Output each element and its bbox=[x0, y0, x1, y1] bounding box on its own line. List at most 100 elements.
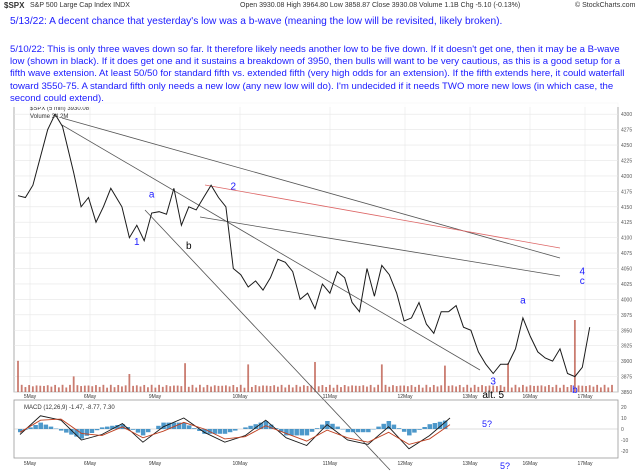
date-tick-label: 12May bbox=[397, 394, 413, 400]
volume-bar bbox=[95, 385, 97, 392]
volume-bar bbox=[221, 385, 224, 392]
volume-bar bbox=[65, 387, 68, 392]
volume-bar bbox=[358, 385, 361, 392]
macd-histogram-bar bbox=[360, 429, 366, 433]
date-tick-label: 16May bbox=[522, 394, 538, 400]
macd-histogram-bar bbox=[294, 429, 299, 436]
macd-histogram-bar bbox=[320, 424, 325, 429]
volume-bar bbox=[61, 384, 64, 392]
channel-line-lower bbox=[144, 209, 391, 471]
volume-bar bbox=[306, 385, 309, 392]
macd-histogram-bar bbox=[330, 423, 335, 429]
volume-bar bbox=[607, 387, 610, 392]
note-5-13-22: 5/13/22: A decent chance that yesterday'… bbox=[6, 14, 634, 30]
macd-line bbox=[19, 415, 451, 450]
volume-bar bbox=[510, 387, 513, 392]
volume-bar bbox=[161, 386, 164, 392]
volume-bar bbox=[135, 385, 138, 392]
macd-histogram-bar bbox=[181, 422, 187, 429]
date-tick-label: 11May bbox=[323, 461, 338, 467]
channel-line-upper bbox=[61, 117, 561, 259]
volume-bar bbox=[403, 385, 405, 392]
macd-histogram-bar bbox=[197, 429, 202, 431]
volume-bar bbox=[418, 384, 420, 392]
volume-bar bbox=[83, 385, 86, 392]
date-tick-label: 6May bbox=[84, 461, 97, 467]
volume-bar bbox=[173, 385, 175, 392]
volume-bar bbox=[362, 385, 365, 392]
macd-histogram-bar bbox=[84, 429, 90, 436]
volume-bar bbox=[106, 387, 108, 392]
volume-bar bbox=[366, 386, 368, 392]
macd-histogram-bar bbox=[58, 429, 64, 431]
macd-histogram-bar bbox=[186, 425, 192, 429]
volume-bar bbox=[184, 363, 186, 392]
date-tick-label: 9May bbox=[149, 461, 162, 467]
volume-bar bbox=[87, 385, 90, 392]
volume-bar bbox=[540, 385, 543, 392]
date-tick-label: 9May bbox=[149, 394, 162, 400]
macd-histogram-bar bbox=[289, 429, 294, 436]
channel-line-middle bbox=[61, 124, 481, 371]
volume-bar bbox=[191, 384, 194, 392]
price-series-line bbox=[17, 113, 449, 335]
y-tick-label: 3925 bbox=[621, 344, 632, 350]
macd-histogram-bar bbox=[89, 429, 95, 433]
macd-histogram-bar bbox=[140, 429, 146, 436]
macd-histogram-bar bbox=[427, 424, 433, 429]
volume-bar bbox=[302, 385, 305, 392]
volume-bar bbox=[165, 385, 168, 392]
volume-bar bbox=[596, 384, 599, 392]
volume-bar bbox=[239, 384, 242, 392]
macd-histogram-bar bbox=[217, 429, 223, 434]
volume-bar bbox=[20, 384, 23, 392]
volume-bar bbox=[559, 387, 561, 392]
volume-bar bbox=[377, 384, 380, 392]
date-tick-label: 12May bbox=[397, 461, 413, 467]
volume-bars bbox=[17, 320, 613, 392]
date-tick-label: 5May bbox=[24, 394, 37, 400]
volume-bar bbox=[432, 384, 435, 392]
volume-bar bbox=[113, 387, 116, 392]
volume-bar bbox=[347, 386, 350, 392]
macd-histogram-bar bbox=[345, 429, 351, 433]
macd-histogram-bar bbox=[263, 421, 269, 429]
volume-bar bbox=[102, 384, 105, 392]
volume-bar bbox=[310, 385, 313, 392]
volume-bar bbox=[273, 385, 276, 392]
volume-bar bbox=[336, 384, 339, 392]
y-tick-label: 4025 bbox=[621, 282, 632, 288]
y-tick-label: 4250 bbox=[621, 143, 632, 149]
macd-histogram-bar bbox=[48, 426, 54, 429]
trendline-red bbox=[204, 184, 561, 249]
macd-histogram-bar bbox=[99, 427, 105, 429]
macd-histogram-bar bbox=[33, 425, 38, 429]
volume-bar bbox=[458, 384, 461, 392]
volume-legend: Volume 34.2M bbox=[30, 114, 68, 120]
macd-histogram-bar bbox=[115, 425, 120, 429]
volume-bar bbox=[72, 376, 75, 392]
date-tick-label: 11May bbox=[323, 394, 338, 400]
volume-bar bbox=[522, 384, 524, 392]
volume-bar bbox=[169, 386, 172, 392]
note-text-2: This is only three waves down so far. It… bbox=[10, 44, 625, 104]
date-tick-label: 13May bbox=[462, 394, 478, 400]
volume-bar bbox=[547, 385, 550, 392]
macd-histogram-bar bbox=[309, 429, 315, 432]
volume-bar bbox=[147, 387, 149, 392]
volume-bar bbox=[35, 385, 38, 392]
chart-header: $SPX S&P 500 Large Cap Index INDX Open 3… bbox=[0, 0, 640, 14]
macd-histogram-bar bbox=[243, 427, 248, 429]
y-tick-label: 3900 bbox=[621, 359, 632, 365]
volume-bar bbox=[328, 384, 331, 392]
watermark: © StockCharts.com bbox=[575, 2, 636, 9]
volume-bar bbox=[585, 385, 587, 392]
volume-bar bbox=[325, 386, 328, 392]
macd-histogram-bar bbox=[258, 422, 264, 429]
volume-bar bbox=[158, 384, 160, 392]
y-tick-label: 4300 bbox=[621, 112, 632, 118]
volume-bar bbox=[98, 386, 101, 392]
volume-bar bbox=[573, 320, 576, 392]
macd-histogram-bar bbox=[284, 429, 289, 436]
volume-bar bbox=[17, 360, 19, 392]
